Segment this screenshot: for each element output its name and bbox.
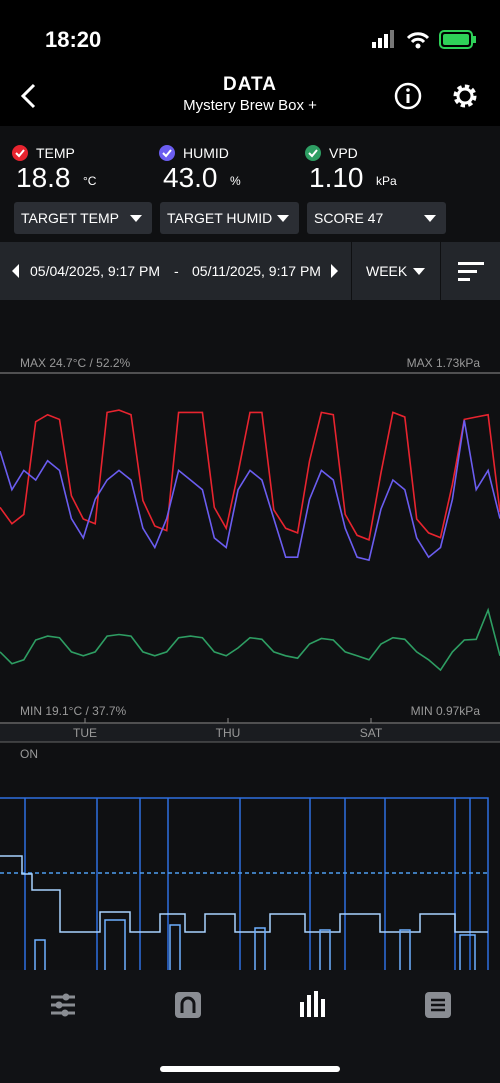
date-start: 05/04/2025, 9:17 PM — [30, 263, 160, 279]
check-icon — [159, 145, 175, 161]
tab-menu[interactable] — [425, 992, 451, 1018]
back-button[interactable] — [16, 82, 42, 110]
min-vpd-label: MIN 0.97kPa — [411, 704, 481, 718]
day-label: SAT — [360, 726, 383, 740]
period-caret — [413, 268, 425, 275]
header-subtitle: Mystery Brew Box + — [183, 97, 317, 114]
status-icons — [372, 30, 476, 49]
day-label: THU — [216, 726, 241, 740]
device-lines — [0, 797, 489, 970]
settings-button[interactable] — [450, 81, 480, 111]
status-time: 18:20 — [45, 27, 102, 52]
device-label: ON — [20, 747, 38, 761]
date-separator: - — [174, 263, 179, 279]
tab-data[interactable] — [298, 990, 326, 1018]
series-line — [0, 607, 500, 672]
tab-bar — [0, 970, 500, 1083]
dropdown[interactable]: TARGET HUMID — [160, 202, 299, 234]
reading-label: VPD — [329, 145, 358, 161]
min-label: MIN 19.1°C / 37.7% — [20, 704, 127, 718]
reading-value: 1.10 — [309, 162, 364, 193]
header-title: DATA — [223, 74, 277, 95]
reading-unit: kPa — [376, 174, 397, 188]
reading-value: 43.0 — [163, 162, 218, 193]
next-button[interactable] — [328, 263, 340, 279]
day-label: TUE — [73, 726, 97, 740]
reading-label: HUMID — [183, 145, 229, 161]
reading-unit: °C — [83, 174, 97, 188]
dropdown[interactable]: TARGET TEMP — [14, 202, 152, 234]
prev-button[interactable] — [10, 263, 22, 279]
series-line — [0, 420, 500, 562]
divider — [440, 242, 441, 300]
divider — [351, 242, 352, 300]
series-line — [0, 409, 500, 541]
check-icon — [12, 145, 28, 161]
tab-automation[interactable] — [175, 992, 201, 1018]
dropdown[interactable]: SCORE 47 — [307, 202, 446, 234]
date-end: 05/11/2025, 9:17 PM — [192, 263, 321, 279]
graph: MAX 24.7°C / 52.2% MAX 1.73kPa MIN 19.1°… — [0, 300, 500, 970]
max-label: MAX 24.7°C / 52.2% — [20, 356, 131, 370]
max-vpd-label: MAX 1.73kPa — [407, 356, 481, 370]
tab-controls[interactable] — [50, 992, 76, 1018]
sort-button[interactable] — [456, 260, 486, 282]
period-dropdown[interactable]: WEEK — [366, 263, 408, 279]
reading-unit: % — [230, 174, 241, 188]
home-indicator — [160, 1066, 340, 1072]
reading-label: TEMP — [36, 145, 75, 161]
info-button[interactable] — [393, 81, 423, 111]
check-icon — [305, 145, 321, 161]
reading-value: 18.8 — [16, 162, 71, 193]
